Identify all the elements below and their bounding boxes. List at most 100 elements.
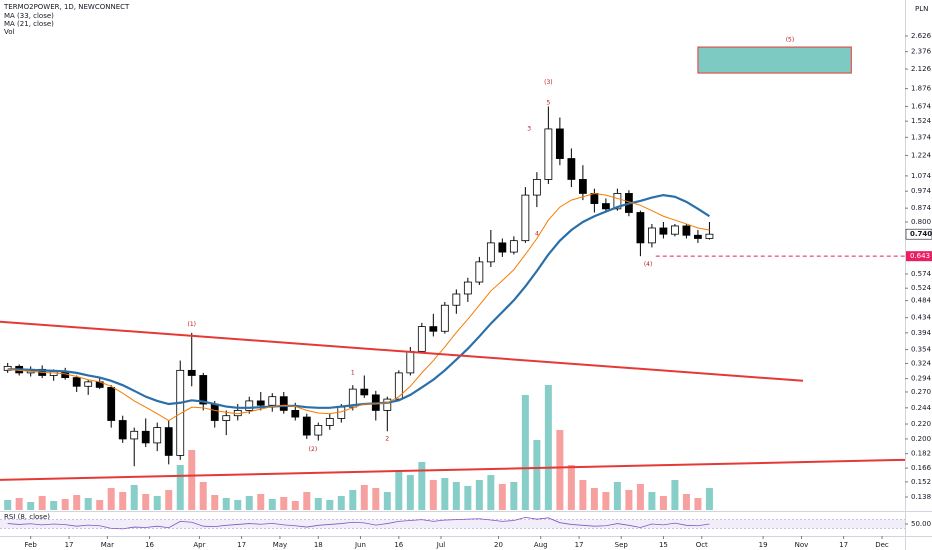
- candle-body: [348, 388, 357, 408]
- candle-body: [256, 400, 265, 406]
- candle-body: [325, 418, 334, 426]
- wave-label: 2: [385, 435, 389, 442]
- candle-body: [705, 233, 714, 239]
- volume-bar: [234, 500, 242, 510]
- last-price-label: 0.740: [910, 230, 932, 238]
- x-tick-label: Mar: [101, 541, 114, 549]
- indicator-legend: MA (21, close): [4, 20, 54, 28]
- candle-body: [659, 227, 668, 235]
- y-tick-label: 0.138: [911, 493, 931, 501]
- candle-body: [498, 242, 507, 253]
- volume-bar: [314, 498, 322, 510]
- volume-bar: [337, 496, 345, 510]
- volume-bar: [130, 485, 138, 510]
- candle-body: [337, 406, 346, 419]
- y-tick-label: 2.376: [911, 48, 932, 56]
- y-tick-label: 0.182: [911, 450, 931, 458]
- wave-label: (2): [309, 446, 318, 453]
- y-tick-label: 1.674: [911, 102, 932, 110]
- level-label: 0.643: [910, 252, 930, 260]
- volume-bar: [418, 462, 426, 510]
- volume-bar: [326, 500, 334, 510]
- volume-bar: [671, 480, 679, 510]
- volume-bar: [27, 502, 35, 510]
- x-tick-label: 16: [145, 541, 154, 549]
- x-tick-label: Dec: [875, 541, 889, 549]
- y-tick-label: 0.324: [911, 359, 932, 367]
- wave-label: 4: [535, 231, 539, 238]
- candle-body: [164, 427, 173, 456]
- volume-bar: [96, 500, 104, 510]
- x-tick-label: Feb: [24, 541, 37, 549]
- candle-body: [440, 304, 449, 332]
- volume-bar: [625, 490, 633, 510]
- volume-bar: [291, 501, 299, 510]
- x-tick-label: 20: [494, 541, 503, 549]
- volume-bar: [349, 490, 357, 510]
- x-tick-label: 19: [759, 541, 768, 549]
- moving-average: [7, 193, 711, 409]
- y-tick-label: 0.244: [911, 404, 932, 412]
- volume-bar: [383, 492, 391, 510]
- volume-bar: [510, 482, 518, 510]
- y-tick-label: 1.374: [911, 133, 932, 141]
- volume-bar: [50, 501, 58, 510]
- trendline: [0, 320, 804, 382]
- level-badge: [906, 251, 932, 262]
- candle-body: [314, 425, 323, 436]
- candle-body: [509, 240, 518, 253]
- volume-bar: [280, 497, 288, 510]
- moving-average: [7, 192, 710, 422]
- x-tick-label: 17: [237, 541, 246, 549]
- candle-body: [452, 293, 461, 306]
- candle-body: [475, 261, 484, 283]
- y-tick-label: 0.270: [911, 388, 931, 396]
- volume-bar: [498, 484, 506, 510]
- indicator-legend: MA (33, close): [4, 12, 54, 20]
- y-tick-label: 0.974: [911, 187, 932, 195]
- volume-bar: [602, 492, 610, 510]
- volume-bar: [188, 450, 196, 510]
- candle-body: [279, 396, 288, 411]
- candle-body: [130, 430, 139, 440]
- candle-body: [84, 381, 93, 387]
- candle-body: [521, 194, 530, 242]
- y-tick-label: 0.294: [911, 375, 932, 383]
- candle-body: [141, 430, 150, 444]
- candle-body: [360, 388, 369, 396]
- volume-bar: [268, 499, 276, 510]
- y-tick-label: 0.394: [911, 329, 932, 337]
- currency: PLN: [915, 5, 928, 13]
- wave-label: (5): [786, 36, 795, 43]
- volume-bar: [199, 482, 207, 510]
- volume-bar: [257, 494, 265, 510]
- volume-bar: [464, 486, 472, 510]
- y-tick-label: 2.626: [911, 32, 932, 40]
- rsi-line: [7, 516, 710, 530]
- wave-label: 1: [351, 369, 355, 376]
- candle-body: [636, 212, 645, 244]
- wave-label: (1): [187, 321, 196, 328]
- rsi-band: [0, 519, 905, 529]
- chart-title: TERMO2POWER, 1D, NEWCONNECT: [3, 3, 130, 11]
- candle-body: [199, 375, 208, 405]
- y-tick-label: 0.434: [911, 314, 932, 322]
- y-tick-label: 0.524: [911, 284, 932, 292]
- candle-body: [383, 398, 392, 411]
- candle-body: [601, 203, 610, 210]
- candle-body: [291, 410, 300, 418]
- volume-bar: [119, 492, 127, 510]
- indicator-legend: Vol: [4, 28, 15, 36]
- rsi-legend: RSI (8, close): [4, 513, 50, 521]
- volume-bar: [222, 498, 230, 510]
- candle-body: [567, 158, 576, 180]
- candle-body: [153, 427, 162, 444]
- candle-body: [107, 387, 116, 421]
- candle-body: [532, 179, 541, 196]
- y-tick-label: 0.152: [911, 478, 931, 486]
- candle-body: [406, 350, 415, 374]
- y-tick-label: 1.224: [911, 151, 932, 159]
- volume-bar: [153, 496, 161, 510]
- x-tick-label: Sep: [615, 541, 629, 549]
